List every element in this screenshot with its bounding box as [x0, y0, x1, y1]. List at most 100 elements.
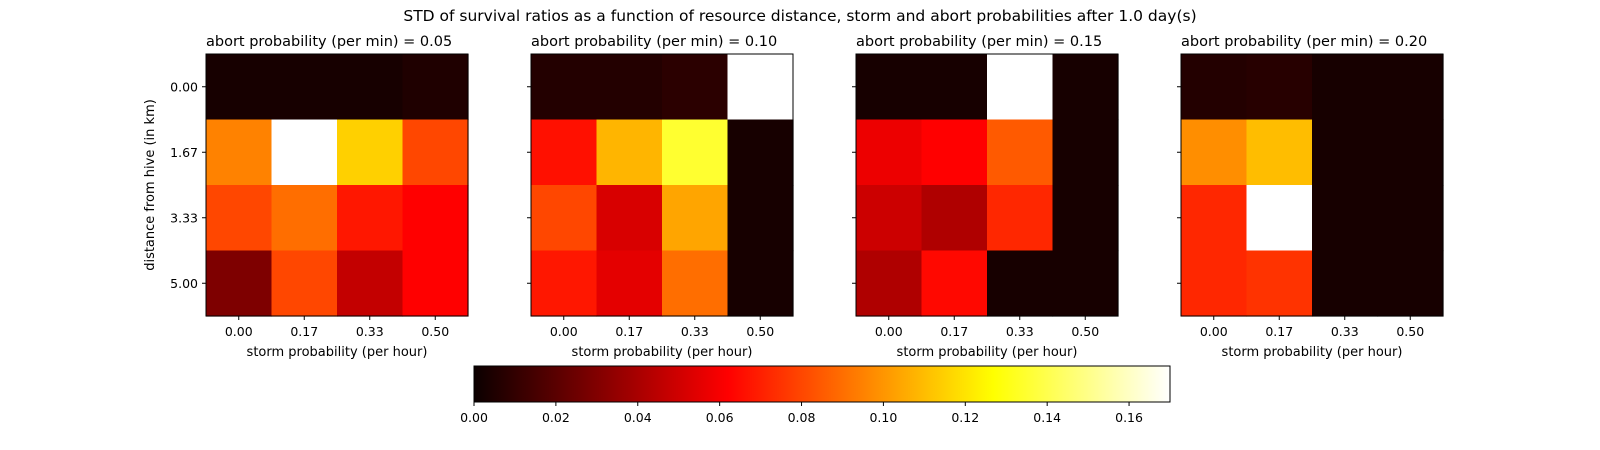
heatmap-cell: [987, 185, 1054, 252]
heatmap-cell: [1377, 250, 1444, 317]
x-tick-label: 0.00: [550, 324, 578, 339]
heatmap-panels: abort probability (per min) = 0.05 0.00 0.…: [143, 34, 1444, 360]
heatmap-cell: [337, 54, 404, 121]
x-tick-label: 0.17: [1265, 324, 1293, 339]
heatmap-cell: [727, 54, 794, 121]
x-tick-label: 0.50: [1396, 324, 1424, 339]
heatmap-cell: [1052, 250, 1119, 317]
heatmap-panel-2: abort probability (per min) = 0.10 0.00 0.…: [527, 34, 794, 360]
x-tick-label: 0.00: [875, 324, 903, 339]
heatmap-cell: [727, 250, 794, 317]
x-tick-label: 0.50: [1071, 324, 1099, 339]
heatmap-cell: [921, 54, 988, 121]
heatmap-cell: [1377, 185, 1444, 252]
heatmap-cell: [402, 119, 469, 186]
heatmap-cell: [596, 185, 663, 252]
heatmap-cell: [531, 119, 598, 186]
colorbar-tick-label: 0.14: [1033, 410, 1061, 425]
heatmap-cell: [1246, 119, 1313, 186]
x-axis-label: storm probability (per hour): [897, 345, 1078, 360]
panel-title: abort probability (per min) = 0.20: [1181, 34, 1427, 50]
x-tick-label: 0.33: [1331, 324, 1359, 339]
x-tick-label: 0.00: [225, 324, 253, 339]
heatmap-cell: [1377, 54, 1444, 121]
colorbar-frame: [473, 365, 1171, 403]
y-tick-label: 3.33: [170, 210, 198, 225]
colorbar-tick-label: 0.00: [460, 410, 488, 425]
heatmap-cell: [402, 54, 469, 121]
panel-frame: [530, 53, 794, 317]
heatmap-panel-1: abort probability (per min) = 0.05 0.00 0.…: [143, 34, 469, 360]
heatmap-cell: [662, 54, 729, 121]
heatmap-cell: [1181, 185, 1248, 252]
heatmap-cell: [402, 250, 469, 317]
heatmap-cell: [921, 250, 988, 317]
colorbar-ticks: 0.00 0.02 0.04 0.06 0.08 0.10 0.12 0.14 0.16: [460, 402, 1143, 425]
heatmap-cell: [987, 119, 1054, 186]
x-tick-label: 0.17: [940, 324, 968, 339]
heatmap-cell: [271, 119, 338, 186]
heatmap-cell: [856, 185, 923, 252]
colorbar-tick-label: 0.02: [542, 410, 570, 425]
heatmap-cell: [206, 185, 273, 252]
heatmap-cell: [531, 54, 598, 121]
x-tick-label: 0.50: [421, 324, 449, 339]
colorbar-tick-label: 0.04: [624, 410, 652, 425]
colorbar-tick-label: 0.10: [869, 410, 897, 425]
heatmap-cell: [1052, 185, 1119, 252]
heatmap-cell: [1246, 54, 1313, 121]
x-tick-label: 0.50: [746, 324, 774, 339]
heatmap-cell: [662, 119, 729, 186]
colorbar-tick-label: 0.16: [1115, 410, 1143, 425]
x-axis-label: storm probability (per hour): [247, 345, 428, 360]
x-tick-label: 0.00: [1200, 324, 1228, 339]
heatmap-cell: [662, 250, 729, 317]
heatmap-cell: [1312, 185, 1379, 252]
panel-frame: [855, 53, 1119, 317]
heatmap-cell: [987, 250, 1054, 317]
heatmap-cell: [856, 54, 923, 121]
heatmap-cell: [271, 185, 338, 252]
heatmap-cell: [1312, 119, 1379, 186]
heatmap-cell: [727, 119, 794, 186]
x-axis-label: storm probability (per hour): [1222, 345, 1403, 360]
heatmap-cell: [921, 185, 988, 252]
heatmap-cell: [1181, 250, 1248, 317]
x-tick-label: 0.17: [290, 324, 318, 339]
heatmap-cell: [1181, 54, 1248, 121]
heatmap-cell: [596, 119, 663, 186]
panel-title: abort probability (per min) = 0.10: [531, 34, 777, 50]
y-tick-label: 1.67: [170, 145, 198, 160]
x-tick-label: 0.33: [681, 324, 709, 339]
heatmap-cell: [596, 250, 663, 317]
x-tick-label: 0.33: [356, 324, 384, 339]
heatmap-cell: [206, 54, 273, 121]
heatmap-cell: [271, 54, 338, 121]
heatmap-cell: [987, 54, 1054, 121]
heatmap-cell: [1377, 119, 1444, 186]
heatmap-cell: [1246, 185, 1313, 252]
colorbar-gradient: [474, 366, 1170, 402]
heatmap-cell: [337, 185, 404, 252]
heatmap-cell: [921, 119, 988, 186]
heatmap-cell: [1052, 119, 1119, 186]
heatmap-cell: [402, 185, 469, 252]
heatmap-panel-3: abort probability (per min) = 0.15 0.00 0.…: [852, 34, 1119, 360]
heatmap-cell: [856, 250, 923, 317]
heatmap-cell: [206, 250, 273, 317]
figure-title: STD of survival ratios as a function of …: [403, 7, 1196, 25]
heatmap-cell: [206, 119, 273, 186]
heatmap-cell: [337, 119, 404, 186]
heatmap-cell: [1312, 54, 1379, 121]
x-axis-label: storm probability (per hour): [572, 345, 753, 360]
heatmap-cell: [662, 185, 729, 252]
colorbar-tick-label: 0.12: [951, 410, 979, 425]
heatmap-cell: [337, 250, 404, 317]
panel-frame: [1180, 53, 1444, 317]
heatmap-panel-4: abort probability (per min) = 0.20 0.00 0.…: [1177, 34, 1444, 360]
y-tick-label: 0.00: [170, 79, 198, 94]
heatmap-cell: [856, 119, 923, 186]
colorbar-tick-label: 0.08: [788, 410, 816, 425]
panel-title: abort probability (per min) = 0.05: [206, 34, 452, 50]
